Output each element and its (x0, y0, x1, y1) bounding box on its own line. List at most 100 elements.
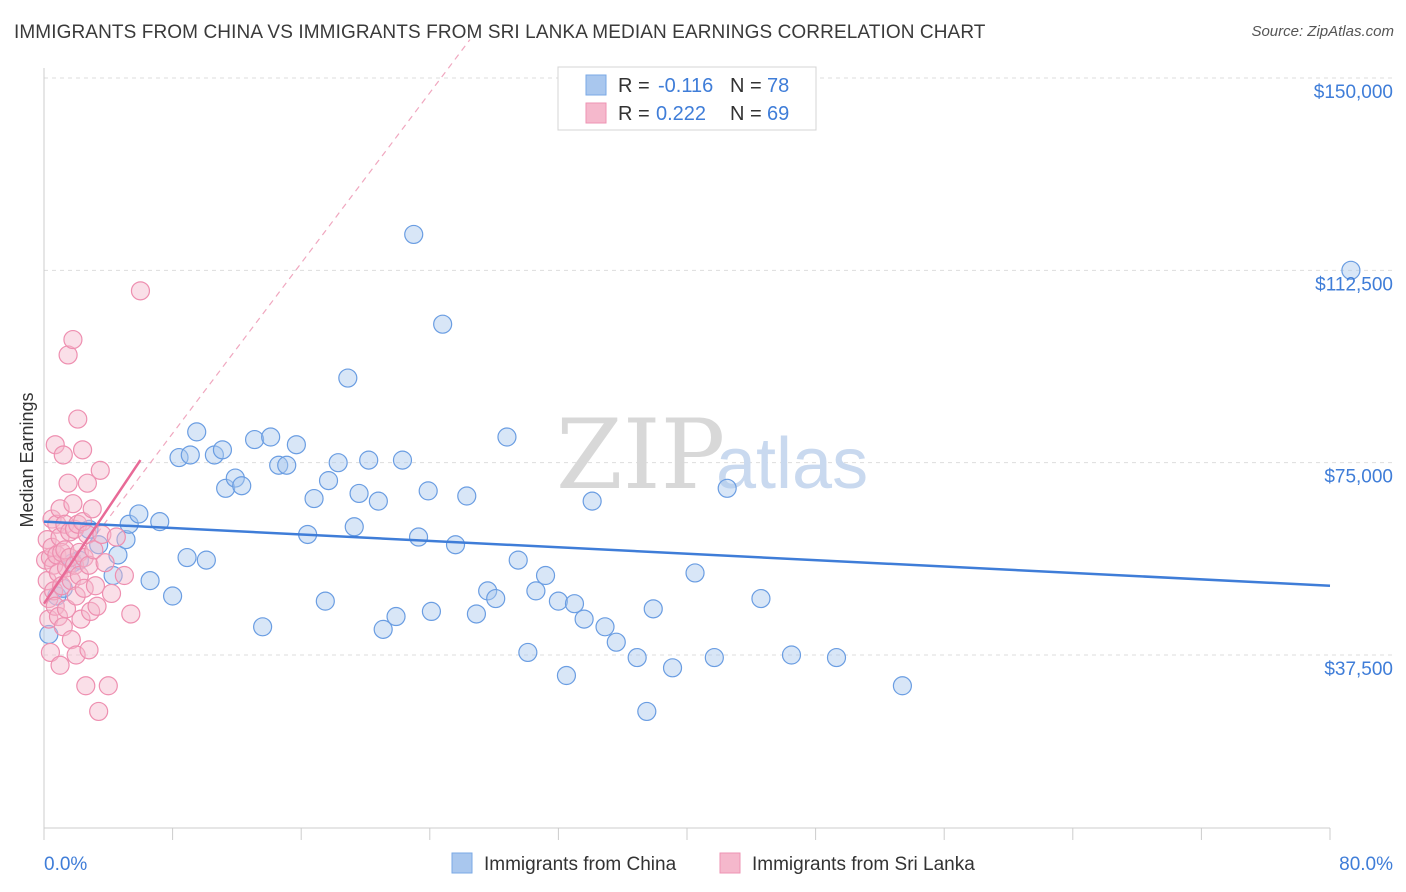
china-point (344, 517, 364, 537)
srilanka-point (77, 473, 98, 493)
srilanka-point (81, 601, 101, 622)
china-point (595, 617, 615, 637)
china-point (433, 314, 453, 334)
china-points (39, 224, 1361, 722)
y-tick-label: $150,000 (1314, 82, 1393, 103)
china-point (574, 609, 594, 629)
china-point (637, 701, 657, 722)
srilanka-point (90, 460, 110, 480)
china-point (457, 486, 477, 506)
srilanka-trend-line (42, 459, 142, 605)
legend-r-label-srilanka: R = (618, 103, 650, 125)
china-point (408, 527, 429, 547)
china-point (486, 588, 506, 609)
srilanka-point (130, 281, 151, 301)
correlation-legend: R = -0.116 N = 78 R = 0.222 N = 69 (557, 66, 817, 131)
srilanka-point (50, 655, 70, 675)
china-point (373, 619, 393, 639)
china-point (386, 606, 406, 627)
y-tick-label: $75,000 (1324, 467, 1393, 488)
srilanka-point (114, 565, 134, 586)
srilanka-point (76, 676, 96, 696)
legend-r-label-china: R = (618, 75, 650, 97)
srilanka-point (106, 527, 126, 547)
china-point (643, 599, 663, 619)
watermark-atlas: atlas (716, 424, 868, 504)
srilanka-point (87, 596, 107, 616)
srilanka-point (45, 435, 65, 455)
series-legend: Immigrants from China Immigrants from Sr… (451, 852, 975, 875)
srilanka-point (64, 519, 85, 539)
watermark: ZIP atlas (556, 399, 868, 511)
china-point (704, 647, 724, 668)
legend-r-value-srilanka: 0.222 (656, 103, 706, 125)
china-point (129, 504, 149, 524)
china-trend-line (43, 520, 1331, 588)
x-tick-label-max: 80.0% (1339, 854, 1393, 875)
bottom-legend-label-srilanka: Immigrants from Sri Lanka (752, 854, 975, 875)
watermark-zip: ZIP (556, 399, 725, 511)
y-axis-title: Median Earnings (17, 392, 37, 527)
legend-n-value-srilanka: 69 (767, 103, 789, 125)
china-point (662, 658, 683, 678)
legend-swatch-china (585, 74, 607, 96)
srilanka-point (79, 640, 99, 660)
china-point (315, 591, 335, 611)
china-point (286, 435, 306, 455)
srilanka-point (66, 645, 86, 665)
srilanka-point (84, 540, 104, 560)
trend-lines (42, 459, 1331, 605)
china-point (261, 427, 281, 447)
china-point (478, 581, 498, 601)
axes (43, 68, 1331, 840)
china-point (526, 581, 546, 601)
china-point (564, 594, 585, 614)
srilanka-point (56, 599, 77, 619)
srilanka-point (40, 642, 61, 663)
china-point (781, 645, 802, 665)
srilanka-point (71, 609, 91, 629)
srilanka-point (95, 553, 115, 573)
srilanka-point (63, 494, 83, 514)
srilanka-point (79, 555, 99, 575)
srilanka-point (68, 409, 88, 429)
china-point (253, 617, 273, 637)
srilanka-point (121, 604, 141, 624)
china-point (404, 224, 424, 245)
legend-r-value-china: -0.116 (658, 75, 713, 97)
china-point (140, 571, 160, 591)
reference-dashed-line (43, 39, 471, 605)
x-tick-labels: 0.0% 80.0% (44, 854, 1393, 875)
legend-n-label-srilanka: N = (730, 103, 762, 125)
srilanka-point (61, 630, 81, 650)
china-point (826, 647, 847, 668)
china-point (163, 586, 183, 606)
china-point (582, 491, 602, 511)
china-point (187, 422, 207, 442)
srilanka-point (72, 512, 93, 532)
bottom-legend-label-china: Immigrants from China (484, 854, 677, 875)
srilanka-point (82, 499, 102, 519)
china-point (418, 481, 438, 501)
china-point (349, 483, 369, 504)
china-point (232, 476, 252, 496)
china-point (548, 591, 569, 611)
srilanka-point (89, 701, 109, 722)
legend-n-label-china: N = (730, 75, 762, 97)
china-point (169, 447, 189, 468)
china-point (392, 450, 413, 470)
china-point (627, 647, 647, 668)
srilanka-point (58, 473, 78, 493)
china-point (1341, 260, 1361, 280)
srilanka-point (101, 583, 122, 604)
china-point (445, 535, 466, 555)
srilanka-point (48, 606, 69, 627)
srilanka-point (98, 676, 118, 696)
y-tick-label: $112,500 (1315, 274, 1393, 295)
china-point (196, 550, 216, 570)
china-point (318, 471, 339, 491)
srilanka-point (50, 499, 70, 519)
srilanka-point (53, 445, 73, 465)
china-point (328, 453, 348, 473)
